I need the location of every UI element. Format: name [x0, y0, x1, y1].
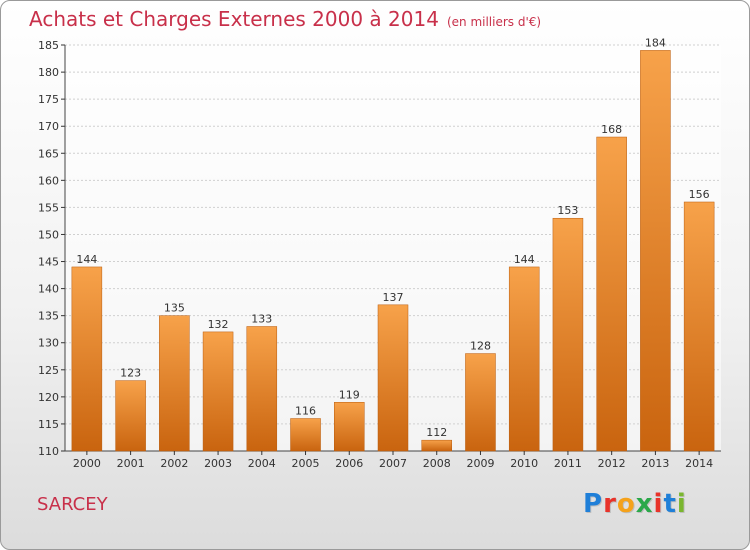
- bar-value-label: 112: [426, 426, 447, 439]
- x-tick-label: 2007: [379, 457, 407, 470]
- bar-2007: [377, 304, 409, 452]
- bar-value-label: 144: [76, 253, 97, 266]
- bar-2002: [159, 315, 190, 452]
- y-tick-label: 180: [38, 66, 59, 79]
- x-tick-label: 2000: [73, 457, 101, 470]
- y-tick-label: 185: [38, 39, 59, 52]
- y-tick-label: 165: [38, 147, 59, 160]
- bar-2003: [202, 331, 234, 452]
- y-tick-label: 135: [38, 310, 59, 323]
- y-tick-label: 115: [38, 418, 59, 431]
- bar-value-label: 144: [514, 253, 535, 266]
- x-tick-label: 2011: [554, 457, 582, 470]
- proxiti-logo: Proxiti: [583, 489, 687, 519]
- y-tick-label: 125: [38, 364, 59, 377]
- x-tick-label: 2013: [641, 457, 669, 470]
- x-tick-label: 2006: [335, 457, 363, 470]
- y-tick-label: 110: [38, 445, 59, 458]
- chart-title-text: Achats et Charges Externes 2000 à 2014: [29, 7, 439, 31]
- y-tick-label: 140: [38, 283, 59, 296]
- y-tick-label: 150: [38, 228, 59, 241]
- bar-value-label: 137: [383, 291, 404, 304]
- bar-2004: [246, 326, 278, 452]
- y-tick-label: 170: [38, 120, 59, 133]
- y-tick-label: 120: [38, 391, 59, 404]
- logo-letter: x: [635, 489, 654, 519]
- logo-letter: P: [583, 489, 604, 519]
- bar-value-label: 132: [208, 318, 229, 331]
- y-tick-label: 130: [38, 337, 59, 350]
- bar-value-label: 128: [470, 340, 491, 353]
- bar-value-label: 156: [689, 188, 710, 201]
- x-tick-label: 2009: [466, 457, 494, 470]
- region-name: SARCEY: [37, 494, 108, 515]
- x-tick-label: 2002: [160, 457, 188, 470]
- x-tick-label: 2008: [423, 457, 451, 470]
- y-tick-label: 160: [38, 174, 59, 187]
- bar-value-label: 123: [120, 367, 141, 380]
- bar-2005: [290, 418, 321, 452]
- bar-value-label: 135: [164, 302, 185, 315]
- x-tick-label: 2003: [204, 457, 232, 470]
- bar-value-label: 119: [339, 388, 360, 401]
- logo-letter: i: [653, 489, 664, 519]
- bar-2014: [683, 201, 715, 452]
- bar-2001: [115, 380, 146, 452]
- x-tick-label: 2001: [117, 457, 145, 470]
- bar-2011: [552, 217, 584, 452]
- chart-title: Achats et Charges Externes 2000 à 2014 (e…: [29, 7, 541, 31]
- bar-value-label: 133: [251, 312, 272, 325]
- bar-2010: [508, 266, 540, 452]
- bar-value-label: 153: [557, 204, 578, 217]
- bar-2012: [596, 136, 627, 452]
- bar-2008: [421, 439, 452, 452]
- bar-value-label: 116: [295, 405, 316, 418]
- x-tick-label: 2010: [510, 457, 538, 470]
- x-tick-label: 2004: [248, 457, 276, 470]
- logo-letter: o: [616, 489, 636, 519]
- bar-2009: [465, 353, 496, 452]
- x-tick-label: 2012: [598, 457, 626, 470]
- y-tick-label: 155: [38, 201, 59, 214]
- chart-subtitle: (en milliers d'€): [446, 15, 542, 29]
- x-tick-label: 2005: [292, 457, 320, 470]
- bar-2013: [640, 50, 671, 452]
- x-tick-label: 2014: [685, 457, 713, 470]
- bar-value-label: 184: [645, 36, 666, 49]
- bar-value-label: 168: [601, 123, 622, 136]
- bar-2000: [71, 266, 103, 452]
- y-tick-label: 145: [38, 256, 59, 269]
- logo-letter: r: [603, 489, 617, 519]
- y-tick-label: 175: [38, 93, 59, 106]
- logo-letter: i: [676, 489, 687, 519]
- bar-2006: [334, 402, 365, 452]
- logo-letter: t: [663, 489, 677, 519]
